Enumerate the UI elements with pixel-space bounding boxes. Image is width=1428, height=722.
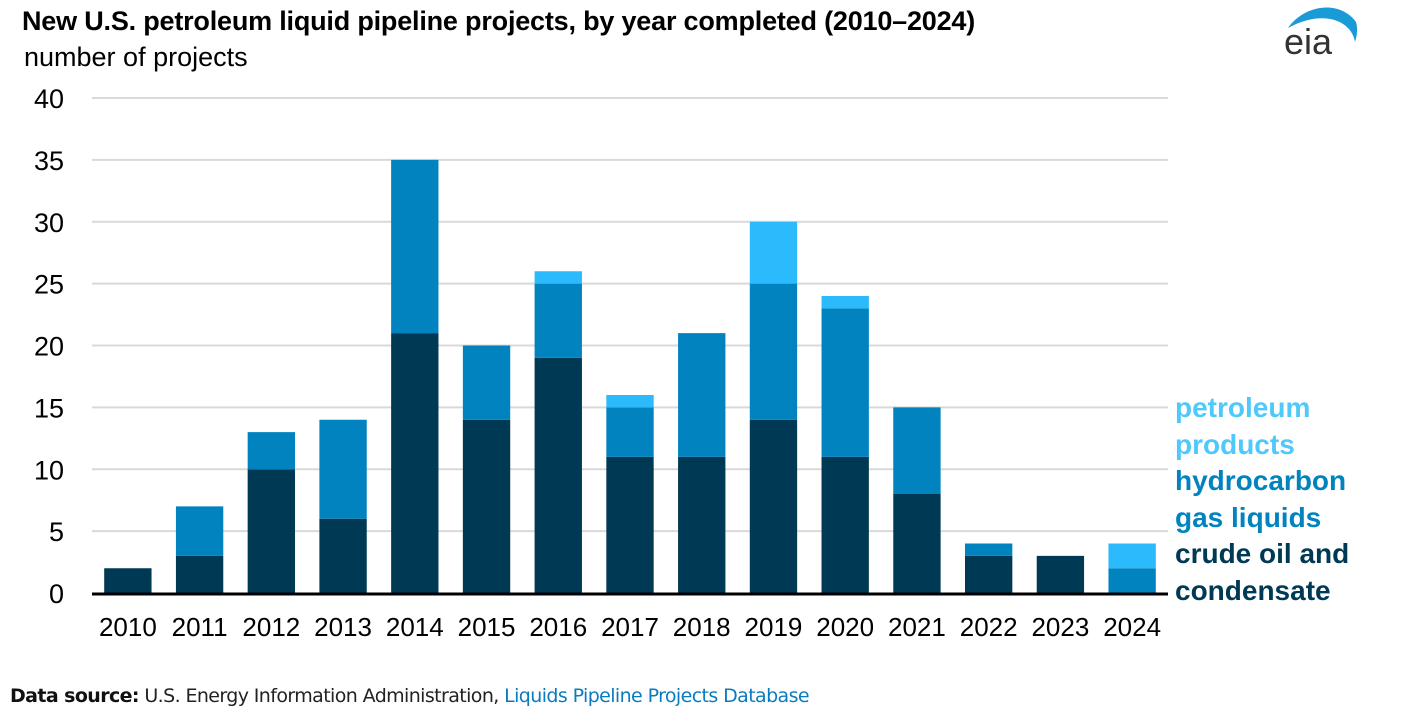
- bar-crude-oil-and-condensate-2020: [821, 456, 869, 593]
- bar-hydrocarbon-gas-liquids-2022: [964, 543, 1013, 556]
- bar-hydrocarbon-gas-liquids-2017: [606, 407, 654, 457]
- y-tick-label: 35: [34, 146, 64, 176]
- logo-arc-icon: [1288, 7, 1358, 42]
- bar-hydrocarbon-gas-liquids-2012: [247, 432, 296, 470]
- bar-crude-oil-and-condensate-2019: [749, 419, 798, 593]
- legend: petroleum products hydrocarbon gas liqui…: [1175, 390, 1349, 609]
- x-tick-label: 2024: [1103, 612, 1161, 642]
- x-tick-label: 2023: [1031, 612, 1089, 642]
- eia-logo: eia: [1284, 7, 1358, 58]
- bar-crude-oil-and-condensate-2017: [606, 456, 654, 593]
- bar-hydrocarbon-gas-liquids-2011: [175, 506, 224, 556]
- bar-crude-oil-and-condensate-2011: [175, 555, 224, 593]
- y-tick-label: 30: [34, 208, 64, 238]
- chart-title: New U.S. petroleum liquid pipeline proje…: [22, 6, 976, 36]
- y-tick-labels: 0 5 10 15 20 25 30 35 40: [34, 84, 64, 609]
- bar-petroleum-products-2020: [821, 296, 869, 309]
- x-tick-label: 2010: [99, 612, 157, 642]
- y-tick-label: 5: [49, 517, 64, 547]
- bar-crude-oil-and-condensate-2010: [104, 568, 152, 593]
- x-tick-label: 2013: [314, 612, 372, 642]
- logo-text: eia: [1284, 21, 1333, 58]
- bar-petroleum-products-2017: [606, 395, 654, 408]
- data-source-link[interactable]: Liquids Pipeline Projects Database: [504, 685, 809, 707]
- y-tick-label: 40: [34, 84, 64, 114]
- y-tick-label: 25: [34, 270, 64, 300]
- bar-hydrocarbon-gas-liquids-2019: [749, 283, 798, 420]
- y-tick-label: 20: [34, 332, 64, 362]
- bar-hydrocarbon-gas-liquids-2013: [319, 419, 367, 519]
- bar-crude-oil-and-condensate-2012: [247, 469, 296, 593]
- bar-hydrocarbon-gas-liquids-2016: [534, 283, 582, 358]
- x-tick-labels: 2010 2011 2012 2013 2014 2015 2016 2017 2018 2019…: [99, 612, 1161, 642]
- legend-item-hydrocarbon-gas-liquids: hydrocarbon gas liquids: [1175, 465, 1347, 533]
- bar-crude-oil-and-condensate-2023: [1036, 555, 1085, 593]
- y-tick-label: 15: [34, 393, 64, 423]
- x-tick-label: 2017: [601, 612, 659, 642]
- y-axis-label: number of projects: [24, 42, 248, 72]
- x-tick-label: 2016: [529, 612, 587, 642]
- x-tick-label: 2014: [386, 612, 444, 642]
- bar-crude-oil-and-condensate-2022: [964, 555, 1013, 593]
- x-tick-label: 2022: [960, 612, 1018, 642]
- data-source-label: Data source:: [10, 685, 140, 707]
- bar-crude-oil-and-condensate-2018: [678, 456, 726, 593]
- bar-hydrocarbon-gas-liquids-2021: [893, 407, 941, 494]
- bar-petroleum-products-2016: [534, 271, 582, 284]
- bar-crude-oil-and-condensate-2013: [319, 518, 367, 593]
- data-source-text: U.S. Energy Information Administration,: [138, 685, 505, 707]
- bar-hydrocarbon-gas-liquids-2024: [1108, 568, 1156, 593]
- x-tick-label: 2020: [816, 612, 874, 642]
- y-tick-label: 0: [49, 579, 64, 609]
- bar-crude-oil-and-condensate-2016: [534, 357, 582, 593]
- legend-item-petroleum-products: petroleum products: [1175, 392, 1311, 460]
- bar-petroleum-products-2024: [1108, 543, 1156, 569]
- bar-hydrocarbon-gas-liquids-2020: [821, 308, 869, 457]
- x-tick-label: 2018: [673, 612, 731, 642]
- legend-item-crude-oil: crude oil and condensate: [1175, 538, 1350, 606]
- x-tick-label: 2019: [745, 612, 803, 642]
- y-tick-label: 10: [34, 455, 64, 485]
- bar-crude-oil-and-condensate-2021: [893, 494, 941, 593]
- bar-hydrocarbon-gas-liquids-2015: [462, 345, 511, 420]
- x-tick-label: 2021: [888, 612, 946, 642]
- x-tick-label: 2011: [172, 612, 228, 642]
- bars: [104, 159, 1156, 593]
- x-tick-label: 2012: [242, 612, 300, 642]
- bar-crude-oil-and-condensate-2015: [462, 419, 511, 593]
- bar-petroleum-products-2019: [749, 221, 798, 284]
- data-source: Data source: U.S. Energy Information Adm…: [10, 685, 810, 707]
- bar-hydrocarbon-gas-liquids-2018: [678, 333, 726, 457]
- x-tick-label: 2015: [458, 612, 516, 642]
- bar-crude-oil-and-condensate-2014: [391, 333, 439, 593]
- bar-hydrocarbon-gas-liquids-2014: [391, 159, 439, 334]
